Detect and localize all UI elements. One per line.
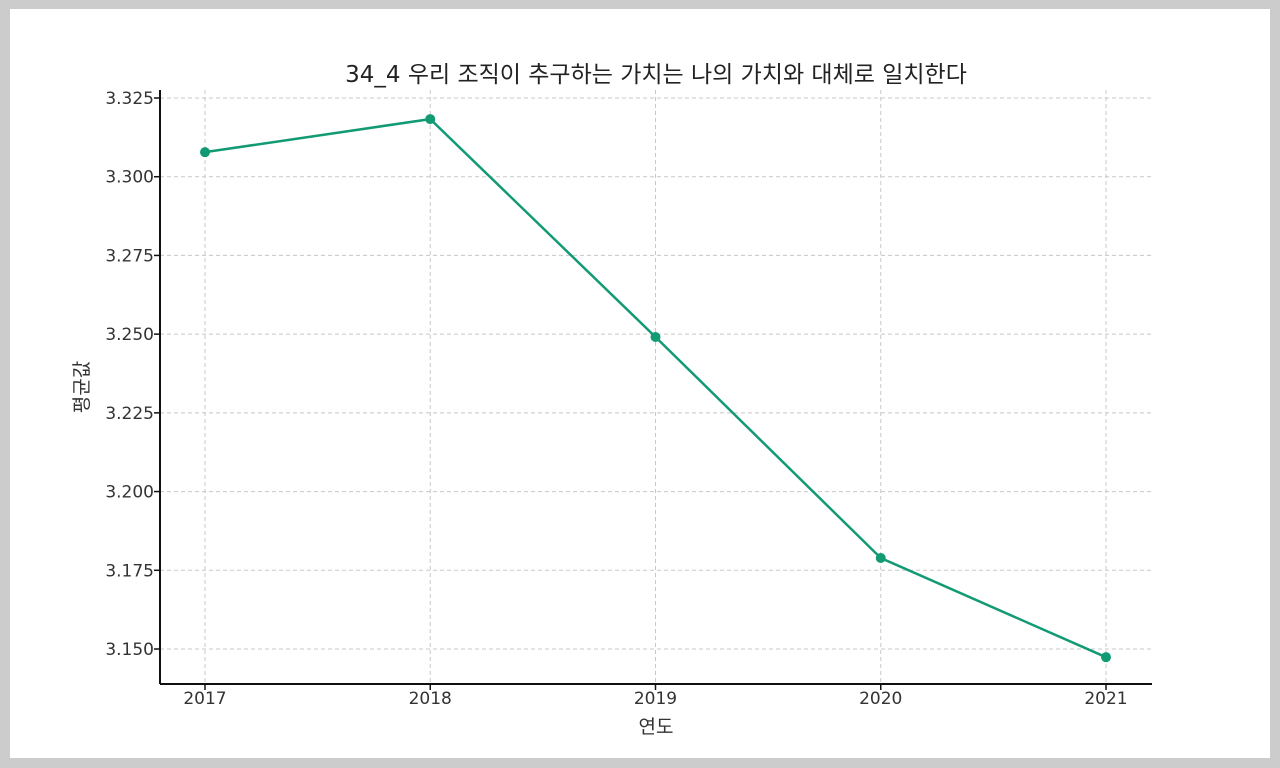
y-tick-label: 3.175	[105, 561, 154, 581]
data-point	[875, 553, 886, 564]
y-tick-label: 3.150	[105, 640, 154, 660]
x-tick-label: 2020	[859, 689, 902, 709]
y-tick-label: 3.300	[105, 168, 154, 188]
y-axis-label: 평균값	[71, 361, 93, 413]
data-point	[425, 114, 436, 125]
data-point	[650, 331, 661, 342]
x-ticks: 2017 2018 2019 2020 2021	[183, 684, 1128, 709]
data-point	[200, 147, 210, 158]
x-axis-label: 연도	[639, 716, 674, 738]
data-point	[1101, 652, 1111, 663]
data-point-markers	[200, 114, 1111, 663]
x-tick-label: 2018	[409, 689, 452, 709]
y-tick-label: 3.225	[105, 404, 154, 424]
grid-lines	[160, 90, 1152, 684]
y-tick-label: 3.200	[105, 483, 154, 503]
chart-title: 34_4 우리 조직이 추구하는 가치는 나의 가치와 대체로 일치한다	[345, 62, 967, 88]
x-tick-label: 2021	[1084, 689, 1127, 709]
x-tick-label: 2017	[183, 689, 226, 709]
y-tick-label: 3.325	[105, 89, 154, 109]
x-tick-label: 2019	[634, 689, 677, 709]
y-tick-label: 3.250	[105, 325, 154, 345]
y-tick-label: 3.275	[105, 246, 154, 266]
chart-frame	[10, 9, 1270, 758]
y-ticks: 3.150 3.175 3.200 3.225 3.250 3.275 3.300 3.325	[105, 89, 160, 660]
